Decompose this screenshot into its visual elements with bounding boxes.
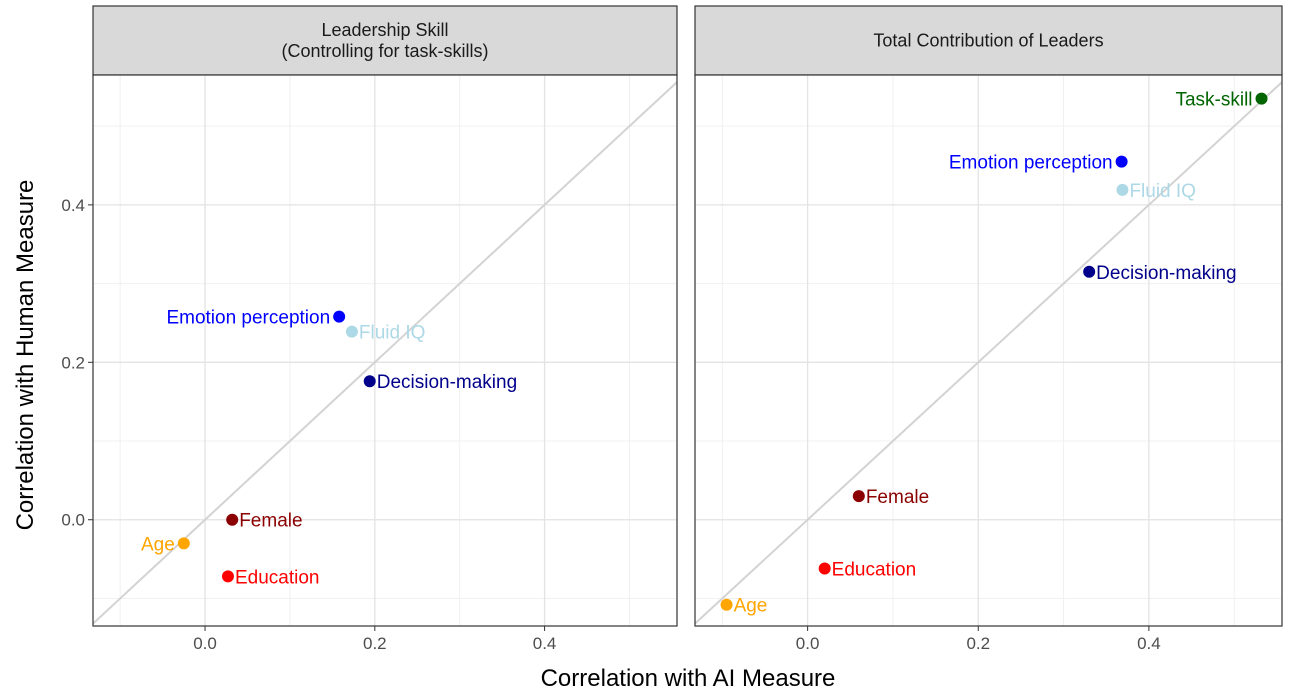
facet-panel: Leadership Skill(Controlling for task-sk… (92, 5, 678, 653)
data-point-label: Age (734, 596, 768, 617)
facet-strip-title: Leadership Skill (321, 20, 448, 40)
data-point-label: Fluid IQ (359, 323, 426, 344)
identity-reference-line (93, 81, 677, 625)
data-point (1115, 155, 1128, 168)
x-tick-label: 0.0 (193, 634, 217, 653)
data-point (1255, 92, 1268, 105)
data-point (345, 325, 358, 338)
y-tick-label: 0.2 (61, 353, 85, 372)
data-point (852, 490, 865, 503)
x-tick-label: 0.2 (966, 634, 990, 653)
x-tick-label: 0.4 (1137, 634, 1161, 653)
data-point-label: Female (239, 511, 302, 532)
x-tick-label: 0.4 (533, 634, 557, 653)
data-point-label: Emotion perception (949, 153, 1113, 174)
facet-strip (92, 5, 678, 76)
x-tick-label: 0.0 (796, 634, 820, 653)
data-point-label: Decision-making (377, 372, 517, 393)
data-point (818, 562, 831, 575)
data-point (221, 570, 234, 583)
facet-strip-title: Total Contribution of Leaders (873, 31, 1103, 51)
data-point-label: Task-skill (1175, 90, 1252, 111)
y-tick-label: 0.4 (61, 196, 85, 215)
data-point-label: Education (832, 560, 917, 581)
panel-border (92, 74, 678, 627)
data-point (1116, 183, 1129, 196)
data-point-label: Emotion perception (166, 308, 330, 329)
data-point (333, 310, 346, 323)
data-point (720, 598, 733, 611)
identity-reference-line (695, 81, 1282, 625)
data-point-label: Education (235, 567, 320, 588)
data-point-label: Female (866, 487, 929, 508)
panel-border (694, 74, 1283, 627)
data-point (177, 537, 190, 550)
y-tick-label: 0.0 (61, 511, 85, 530)
data-point (363, 375, 376, 388)
data-point (1083, 265, 1096, 278)
facet-panel: Total Contribution of Leaders Task-skill E… (694, 5, 1283, 653)
facet-strip (694, 5, 1283, 76)
y-axis-title: Correlation with Human Measure (12, 180, 39, 531)
data-point-label: Age (141, 534, 175, 555)
data-point-label: Fluid IQ (1129, 181, 1196, 202)
x-tick-label: 0.2 (363, 634, 387, 653)
facet-strip-title: (Controlling for task-skills) (281, 41, 488, 61)
data-point-label: Decision-making (1096, 263, 1236, 284)
x-axis-title: Correlation with AI Measure (541, 665, 836, 692)
data-point (226, 513, 239, 526)
